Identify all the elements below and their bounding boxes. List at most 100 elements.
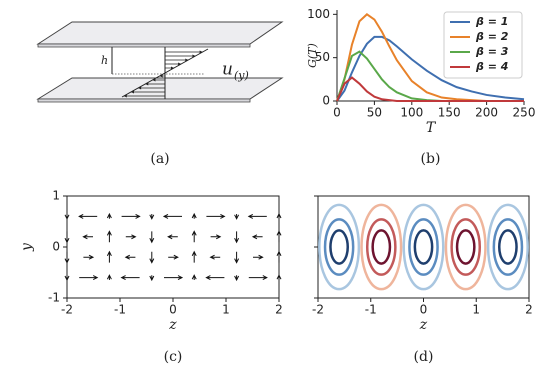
legend-label: β = 2	[475, 30, 509, 43]
y-axis-label: G(T)	[306, 43, 319, 68]
contour-line	[455, 229, 476, 265]
plot-frame	[66, 195, 280, 299]
vector-arrow	[276, 230, 282, 243]
line-series	[336, 76, 524, 102]
vector-arrow	[234, 275, 240, 282]
legend-box	[443, 11, 523, 79]
profile-arrow-head	[145, 82, 149, 86]
y-tick-label: 50	[315, 50, 330, 64]
y-tick-label: -1	[48, 291, 60, 305]
vector-arrow	[64, 251, 70, 264]
contour-line	[492, 218, 524, 276]
vector-arrow	[162, 213, 182, 219]
vector-arrow	[191, 250, 197, 263]
line-series	[336, 35, 525, 102]
vector-arrow	[191, 230, 197, 243]
vector-arrow	[168, 254, 179, 260]
vector-arrow	[149, 231, 155, 244]
vector-arrow	[210, 234, 222, 240]
vector-arrow	[78, 213, 98, 219]
vector-arrow	[149, 214, 155, 220]
vector-arrow	[83, 254, 95, 260]
x-tick-label: -1	[365, 303, 377, 317]
x-tick-label: 200	[475, 106, 498, 120]
profile-arrow-head	[159, 74, 163, 78]
vector-arrow	[167, 234, 178, 240]
x-tick-label: 1	[472, 303, 480, 317]
contour-line	[408, 218, 439, 276]
vector-arrow	[124, 254, 136, 260]
caption: (d)	[414, 349, 434, 365]
vector-arrow	[253, 254, 264, 260]
x-tick-label: 1	[222, 303, 230, 317]
vector-arrow	[164, 275, 184, 281]
x-tick-label: 150	[438, 106, 461, 120]
y-tick-label: 1	[52, 189, 60, 203]
vector-arrow	[79, 275, 99, 281]
contour-line	[329, 229, 349, 265]
x-tick-label: 100	[400, 106, 423, 120]
x-tick-label: -2	[61, 303, 73, 317]
panel: -2 -1 0 1 2 z (d)	[312, 195, 533, 365]
profile-arrows	[123, 50, 203, 98]
legend-label: β = 3	[475, 45, 509, 58]
vector-arrow	[205, 275, 225, 281]
shear-profile	[121, 48, 209, 98]
x-axis-label: z	[168, 317, 177, 333]
x-axis-label: T	[426, 120, 437, 136]
profile-arrow-head	[123, 94, 127, 98]
top-plate-edge	[37, 43, 251, 48]
contour-line	[402, 203, 445, 291]
vector-arrow	[248, 275, 268, 281]
vector-arrow	[120, 275, 140, 281]
profile-arrow-head	[152, 78, 156, 82]
vector-arrow	[125, 234, 137, 240]
vector-arrow	[234, 251, 240, 264]
contour-line	[498, 229, 518, 265]
vector-arrow	[191, 212, 197, 219]
vector-arrow	[234, 214, 240, 220]
profile-arrow-head	[138, 86, 142, 90]
profile-arrow-head	[130, 90, 134, 94]
vector-arrow	[64, 231, 70, 244]
velocity-label: u	[222, 60, 233, 80]
y-tick-label: 0	[52, 240, 60, 254]
x-tick-label: -2	[312, 303, 324, 317]
vector-arrow	[121, 213, 141, 219]
x-tick-label: 250	[513, 106, 536, 120]
vector-arrow	[234, 231, 240, 244]
vector-arrow	[191, 274, 197, 280]
y-tick-label: 0	[322, 94, 330, 108]
x-tick-label: -1	[114, 303, 126, 317]
vector-arrow	[276, 212, 282, 219]
flow-diagram: h u (y) (a)	[36, 21, 284, 167]
contour-line	[444, 203, 487, 291]
vector-arrow	[64, 214, 70, 220]
y-tick-label: 100	[307, 7, 330, 21]
x-tick-label: 0	[420, 303, 428, 317]
vector-arrow	[106, 274, 112, 280]
x-tick-label: 2	[525, 303, 533, 317]
x-tick-label: 50	[367, 106, 382, 120]
velocity-subscript: (y)	[234, 69, 249, 82]
contour-line	[486, 203, 529, 291]
contour-line	[413, 229, 434, 265]
top-plate	[36, 21, 284, 45]
legend-label: β = 4	[475, 60, 508, 73]
vector-arrow	[106, 212, 112, 219]
vector-arrow	[206, 213, 226, 219]
vector-arrow	[251, 234, 263, 240]
vector-arrow	[149, 251, 155, 264]
vector-arrow	[82, 234, 93, 240]
y-axis-label: y	[19, 242, 35, 252]
x-tick-label: 0	[169, 303, 177, 317]
vector-arrow	[209, 254, 221, 260]
vector-arrow	[276, 250, 282, 263]
contour-line	[318, 203, 361, 291]
vector-arrow	[64, 275, 70, 282]
gap-label: h	[101, 54, 108, 67]
legend-label: β = 1	[475, 15, 508, 28]
